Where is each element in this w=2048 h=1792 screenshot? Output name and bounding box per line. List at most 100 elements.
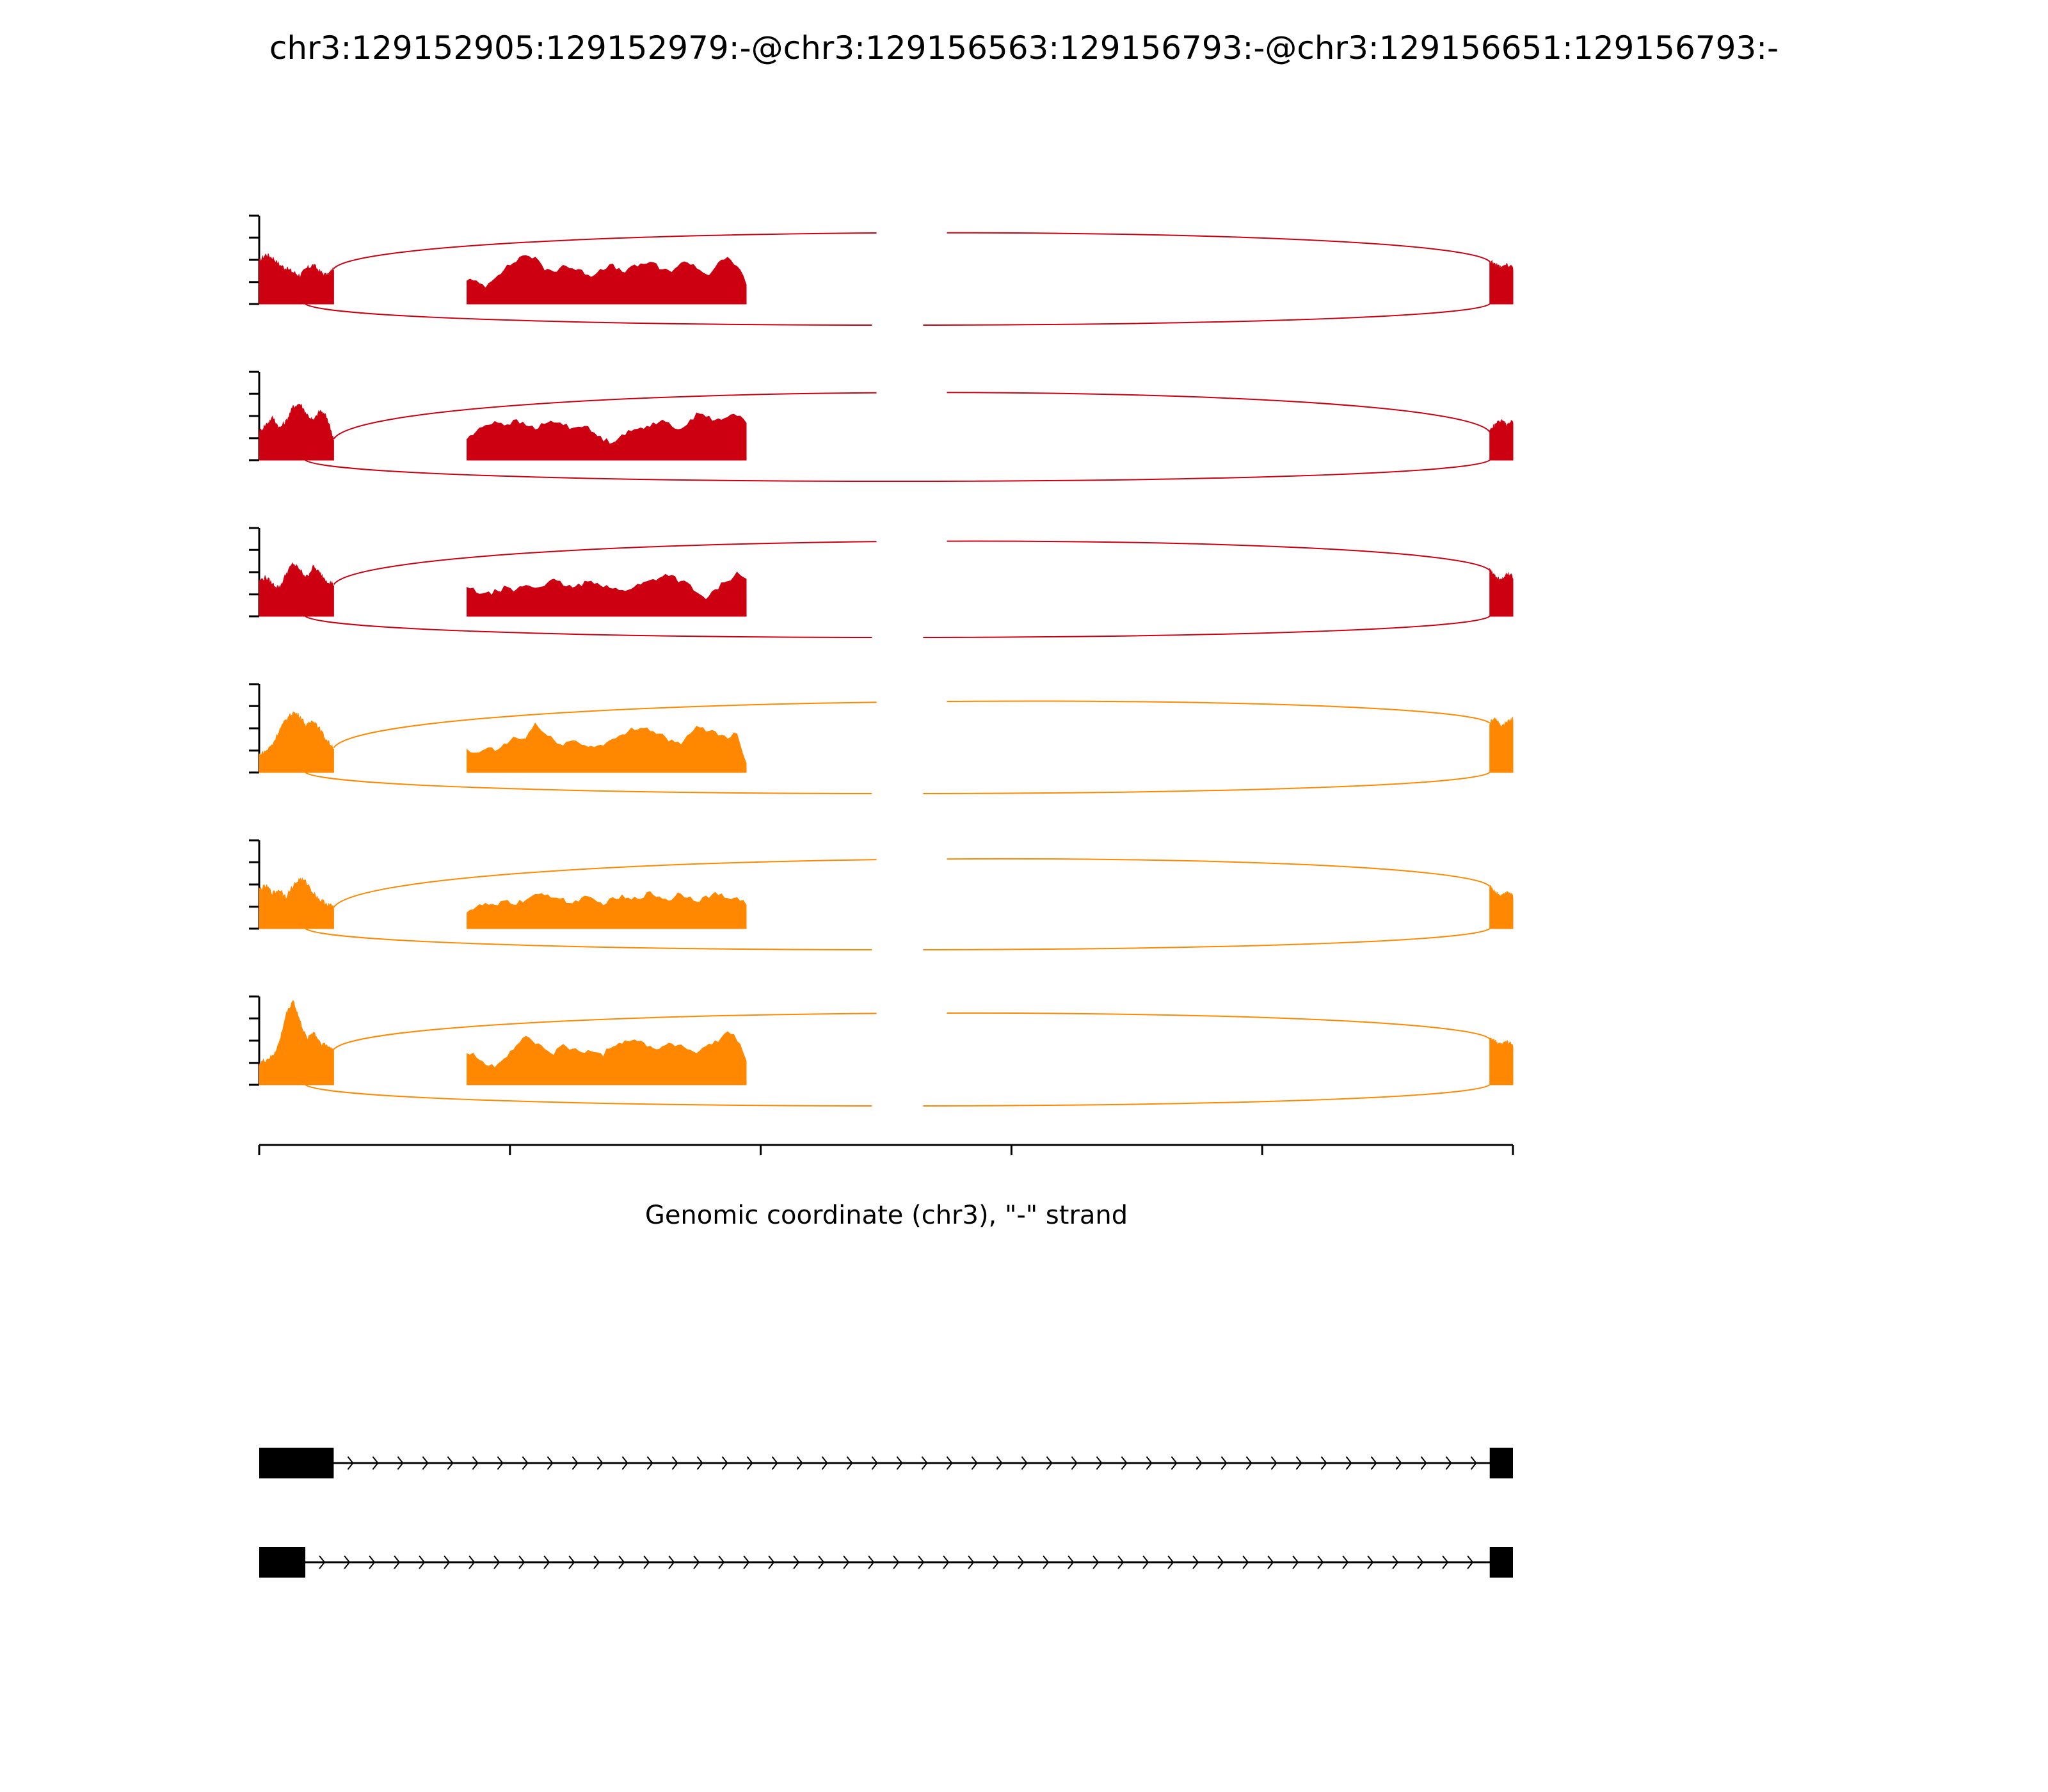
strand-arrow-icon [444, 1555, 451, 1569]
strand-arrow-icon [671, 1456, 678, 1470]
isoform-1 [259, 1448, 1513, 1478]
coverage-area-exon-2 [467, 412, 747, 461]
strand-arrow-icon [996, 1456, 1003, 1470]
strand-arrow-icon [693, 1555, 700, 1569]
strand-arrow-icon [596, 1456, 604, 1470]
strand-arrow-icon [721, 1456, 728, 1470]
strand-arrow-icon [568, 1555, 575, 1569]
strand-arrow-icon [522, 1456, 529, 1470]
coverage-area-exon-3 [1489, 568, 1514, 617]
strand-arrow-icon [846, 1456, 853, 1470]
strand-arrow-icon [372, 1456, 379, 1470]
strand-arrow-icon [921, 1456, 928, 1470]
strand-arrow-icon [572, 1456, 579, 1470]
strand-arrow-icon [971, 1456, 978, 1470]
strand-arrow-icon [868, 1555, 875, 1569]
track-5 [249, 839, 1514, 967]
strand-arrow-icon [746, 1456, 753, 1470]
strand-arrow-icon [696, 1456, 703, 1470]
strand-arrow-icon [419, 1555, 426, 1569]
strand-arrow-icon [796, 1456, 803, 1470]
strand-arrow-icon [472, 1456, 479, 1470]
coverage-area-exon-1 [259, 1000, 334, 1085]
junction-count-background [876, 1008, 947, 1034]
coverage-area-exon-1 [259, 711, 334, 773]
strand-arrow-icon [1018, 1555, 1025, 1569]
track-2 [249, 371, 1514, 482]
strand-arrow-icon [1367, 1555, 1374, 1569]
strand-arrow-icon [1217, 1555, 1224, 1569]
strand-arrow-icon [1046, 1456, 1053, 1470]
strand-arrow-icon [1146, 1456, 1153, 1470]
track-1 [249, 214, 1514, 342]
track-4 [249, 683, 1514, 811]
junction-count-background [872, 629, 924, 655]
strand-arrow-icon [1470, 1456, 1477, 1470]
strand-arrow-icon [1245, 1456, 1252, 1470]
strand-arrow-icon [397, 1456, 404, 1470]
junction-count-background [876, 383, 947, 409]
strand-arrow-icon [1096, 1456, 1103, 1470]
coverage-area-exon-3 [1489, 716, 1514, 773]
strand-arrow-icon [422, 1456, 429, 1470]
strand-arrow-icon [1068, 1555, 1075, 1569]
strand-arrow-icon [893, 1555, 900, 1569]
strand-arrow-icon [1092, 1555, 1100, 1569]
strand-arrow-icon [718, 1555, 725, 1569]
coverage-area-exon-3 [1489, 419, 1514, 461]
coverage-area-exon-3 [1489, 259, 1514, 305]
strand-arrow-icon [1370, 1456, 1377, 1470]
strand-arrow-icon [1342, 1555, 1349, 1569]
x-axis-ticks [258, 1145, 1514, 1155]
strand-arrow-icon [1167, 1555, 1174, 1569]
strand-arrow-icon [369, 1555, 376, 1569]
strand-arrow-icon [1345, 1456, 1352, 1470]
strand-arrow-icon [993, 1555, 1000, 1569]
strand-arrow-icon [1467, 1555, 1474, 1569]
exon-block [1489, 1448, 1513, 1478]
coverage-area-exon-3 [1489, 884, 1514, 929]
strand-arrow-icon [1196, 1456, 1203, 1470]
strand-arrow-icon [1392, 1555, 1399, 1569]
junction-count-background [872, 941, 924, 967]
track-6 [249, 995, 1514, 1123]
strand-arrow-icon [518, 1555, 525, 1569]
junction-count-background [876, 534, 947, 560]
strand-arrow-icon [1121, 1456, 1128, 1470]
strand-arrow-icon [468, 1555, 476, 1569]
strand-arrow-icon [319, 1555, 326, 1569]
strand-arrow-icon [818, 1555, 825, 1569]
exon-block [259, 1448, 334, 1478]
junction-arc-lower [305, 460, 1491, 482]
strand-arrow-icon [1117, 1555, 1124, 1569]
junction-count-background [876, 852, 947, 877]
strand-arrow-icon [547, 1456, 554, 1470]
strand-arrow-icon [1267, 1555, 1274, 1569]
coverage-area-exon-1 [259, 562, 334, 617]
plot-title: chr3:129152905:129152979:-@chr3:12915656… [269, 29, 1779, 67]
strand-arrow-icon [968, 1555, 975, 1569]
junction-count-background [872, 1098, 924, 1123]
strand-arrow-icon [1220, 1456, 1228, 1470]
isoform-2 [259, 1547, 1513, 1578]
strand-arrow-icon [843, 1555, 850, 1569]
coverage-area-exon-1 [259, 253, 334, 305]
strand-arrow-icon [1171, 1456, 1178, 1470]
junction-count-background [876, 227, 947, 253]
strand-arrow-icon [1270, 1456, 1277, 1470]
strand-arrow-icon [1420, 1456, 1427, 1470]
strand-arrow-icon [643, 1555, 650, 1569]
strand-arrow-icon [1071, 1456, 1078, 1470]
strand-arrow-icon [1445, 1456, 1452, 1470]
strand-arrow-icon [668, 1555, 675, 1569]
strand-arrow-icon [593, 1555, 600, 1569]
strand-arrow-icon [1292, 1555, 1299, 1569]
strand-arrow-icon [743, 1555, 750, 1569]
strand-arrow-icon [1021, 1456, 1028, 1470]
coverage-area-exon-1 [259, 403, 334, 461]
coverage-area-exon-2 [467, 722, 747, 773]
strand-arrow-icon [871, 1456, 878, 1470]
strand-arrow-icon [1242, 1555, 1249, 1569]
strand-arrow-icon [497, 1456, 504, 1470]
strand-arrow-icon [1395, 1456, 1402, 1470]
